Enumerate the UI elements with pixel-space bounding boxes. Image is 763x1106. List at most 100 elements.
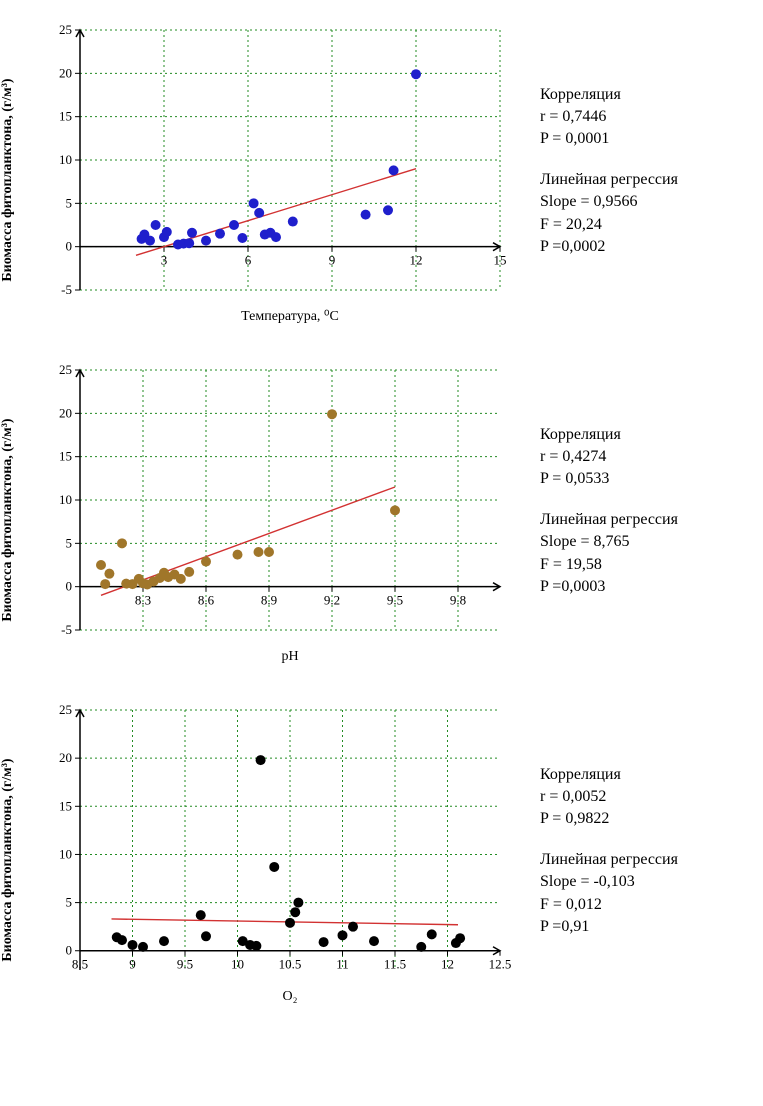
y-tick-label: 10: [59, 152, 72, 167]
data-point: [271, 232, 281, 242]
data-point: [184, 238, 194, 248]
x-tick-label: 11.5: [384, 957, 406, 972]
data-point: [361, 210, 371, 220]
x-tick-label: 9.8: [450, 593, 466, 608]
data-point: [327, 409, 337, 419]
chart-wrap-o2: Биомасса фитопланктона, (г/м³)8.599.5101…: [20, 700, 520, 1020]
data-point: [176, 574, 186, 584]
data-point: [389, 165, 399, 175]
data-point: [288, 217, 298, 227]
data-point: [184, 567, 194, 577]
data-point: [338, 930, 348, 940]
x-axis-label: pH: [281, 649, 298, 664]
data-point: [256, 755, 266, 765]
x-tick-label: 9: [129, 957, 136, 972]
correlation-block: Корреляция r = 0,4274 P = 0,0533: [540, 424, 678, 491]
y-tick-label: 0: [66, 239, 73, 254]
x-tick-label: 12: [441, 957, 454, 972]
data-point: [293, 898, 303, 908]
data-point: [254, 208, 264, 218]
chart-panel-temp: Биомасса фитопланктона, (г/м³)3691215-50…: [20, 20, 763, 340]
x-tick-label: 10: [231, 957, 244, 972]
x-tick-label: 8.5: [72, 957, 88, 972]
data-point: [348, 922, 358, 932]
data-point: [215, 229, 225, 239]
x-tick-label: 9.2: [324, 593, 340, 608]
data-point: [264, 547, 274, 557]
correlation-block: Корреляция r = 0,7446 P = 0,0001: [540, 84, 678, 151]
x-axis-label: Температура, ⁰С: [241, 309, 339, 324]
data-point: [201, 236, 211, 246]
x-tick-label: 12.5: [489, 957, 512, 972]
regression-title: Линейная регрессия: [540, 509, 678, 531]
data-point: [427, 929, 437, 939]
data-point: [201, 557, 211, 567]
y-tick-label: 15: [59, 109, 72, 124]
stats-block: Корреляция r = 0,4274 P = 0,0533 Линейна…: [540, 424, 678, 617]
data-point: [383, 205, 393, 215]
correlation-block: Корреляция r = 0,0052 P = 0,9822: [540, 764, 678, 831]
data-point: [229, 220, 239, 230]
x-tick-label: 3: [161, 253, 168, 268]
plot-bg: [20, 20, 520, 340]
x-tick-label: 8.9: [261, 593, 277, 608]
x-tick-label: 9: [329, 253, 336, 268]
data-point: [187, 228, 197, 238]
chart-wrap-temp: Биомасса фитопланктона, (г/м³)3691215-50…: [20, 20, 520, 340]
y-tick-label: 20: [59, 750, 72, 765]
y-tick-label: 5: [66, 195, 73, 210]
y-tick-label: 10: [59, 846, 72, 861]
data-point: [162, 227, 172, 237]
x-tick-label: 15: [494, 253, 507, 268]
data-point: [159, 936, 169, 946]
correlation-title: Корреляция: [540, 764, 678, 786]
x-tick-label: 10.5: [279, 957, 302, 972]
regression-slope: Slope = 0,9566: [540, 191, 678, 213]
y-axis-label: Биомасса фитопланктона, (г/м³): [0, 418, 16, 621]
regression-block: Линейная регрессия Slope = 0,9566 F = 20…: [540, 169, 678, 259]
data-point: [319, 937, 329, 947]
y-tick-label: -5: [61, 282, 72, 297]
data-point: [249, 198, 259, 208]
y-tick-label: 5: [66, 535, 73, 550]
x-tick-label: 9.5: [387, 593, 403, 608]
y-tick-label: 15: [59, 449, 72, 464]
y-tick-label: 25: [59, 22, 72, 37]
correlation-p: P = 0,9822: [540, 808, 678, 830]
y-tick-label: -5: [61, 622, 72, 637]
correlation-r: r = 0,0052: [540, 786, 678, 808]
data-point: [151, 220, 161, 230]
correlation-title: Корреляция: [540, 84, 678, 106]
regression-title: Линейная регрессия: [540, 849, 678, 871]
data-point: [251, 941, 261, 951]
regression-p: P =0,0003: [540, 576, 678, 598]
y-tick-label: 5: [66, 895, 73, 910]
y-axis-label: Биомасса фитопланктона, (г/м³): [0, 758, 16, 961]
data-point: [196, 910, 206, 920]
data-point: [290, 907, 300, 917]
chart-panel-ph: Биомасса фитопланктона, (г/м³)8.38.68.99…: [20, 360, 763, 680]
regression-p: P =0,0002: [540, 236, 678, 258]
data-point: [100, 579, 110, 589]
regression-slope: Slope = -0,103: [540, 871, 678, 893]
chart-panel-o2: Биомасса фитопланктона, (г/м³)8.599.5101…: [20, 700, 763, 1020]
data-point: [138, 942, 148, 952]
y-tick-label: 0: [66, 579, 73, 594]
data-point: [369, 936, 379, 946]
correlation-r: r = 0,7446: [540, 106, 678, 128]
data-point: [285, 918, 295, 928]
regression-title: Линейная регрессия: [540, 169, 678, 191]
regression-slope: Slope = 8,765: [540, 531, 678, 553]
x-tick-label: 11: [336, 957, 349, 972]
y-tick-label: 10: [59, 492, 72, 507]
regression-block: Линейная регрессия Slope = -0,103 F = 0,…: [540, 849, 678, 939]
x-tick-label: 8.3: [135, 593, 151, 608]
x-tick-label: 8.6: [198, 593, 215, 608]
data-point: [117, 935, 127, 945]
correlation-title: Корреляция: [540, 424, 678, 446]
data-point: [455, 933, 465, 943]
regression-f: F = 19,58: [540, 554, 678, 576]
data-point: [269, 862, 279, 872]
chart-wrap-ph: Биомасса фитопланктона, (г/м³)8.38.68.99…: [20, 360, 520, 680]
stats-block: Корреляция r = 0,7446 P = 0,0001 Линейна…: [540, 84, 678, 277]
